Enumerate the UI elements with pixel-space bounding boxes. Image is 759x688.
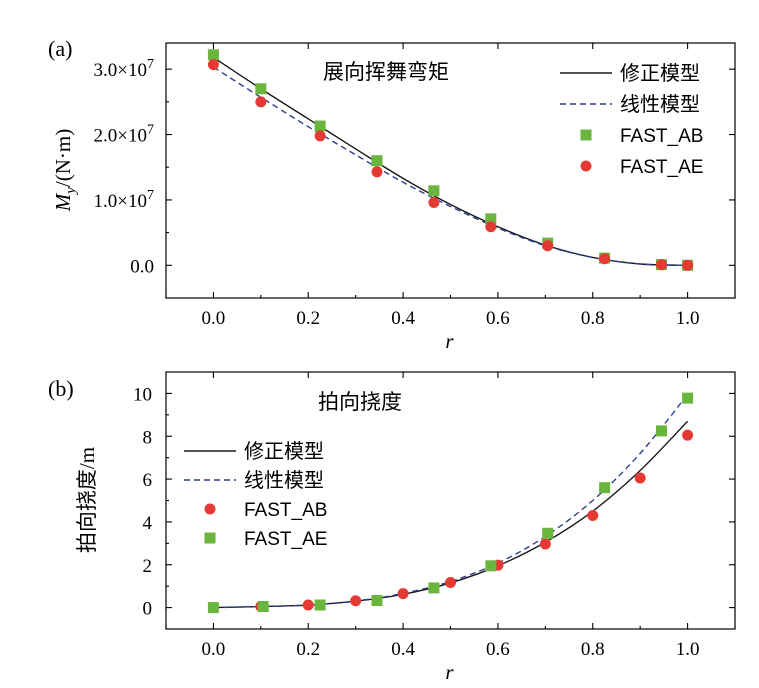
panel-label-b: (b)	[48, 376, 74, 401]
y-tick-label-a: 1.0×107	[94, 188, 154, 212]
y-tick-label-b: 2	[143, 556, 153, 577]
data-point-square-b	[207, 602, 219, 614]
legend-label-b: 线性模型	[244, 468, 324, 492]
x-tick-label-a: 1.0	[676, 308, 700, 329]
data-point-square-b	[599, 482, 611, 494]
y-tick-label-b: 10	[133, 384, 152, 405]
data-point-circle-a	[207, 59, 219, 71]
legend-swatch-circle-a	[580, 160, 592, 172]
data-point-square-b	[314, 599, 326, 611]
legend-swatch-square-b	[204, 532, 216, 544]
y-tick-label-a: 3.0×107	[94, 57, 154, 81]
legend-label-b: FAST_AE	[244, 529, 327, 550]
data-point-square-b	[682, 392, 694, 404]
y-axis-title-b: 拍向挠度/m	[75, 447, 99, 553]
x-tick-label-a: 0.2	[296, 308, 320, 329]
panel-label-a: (a)	[48, 36, 72, 61]
data-point-square-b	[428, 582, 440, 594]
chart-title-b: 拍向挠度	[318, 390, 402, 414]
data-point-circle-b	[539, 538, 551, 550]
x-tick-label-b: 1.0	[676, 639, 700, 660]
data-point-square-b	[485, 560, 497, 572]
data-point-circle-b	[350, 595, 362, 607]
data-point-circle-a	[485, 221, 497, 233]
series-line-linear-model-b	[213, 394, 689, 609]
data-point-circle-a	[682, 259, 694, 271]
data-point-square-a	[428, 185, 440, 197]
data-point-square-b	[542, 527, 554, 539]
data-point-square-a	[255, 83, 267, 95]
panel-b-chart: 0.0 0.2 0.4 0.6 0.8 1.0 0 2 4 6 8 10 r 拍向挠度/m (b) 拍向挠度修…	[48, 371, 736, 684]
x-axis-title-b: r	[445, 660, 454, 684]
x-tick-label-a: 0.4	[391, 308, 415, 329]
legend-label-a: 线性模型	[620, 92, 700, 116]
data-point-circle-a	[542, 240, 554, 252]
chart-title-a: 展向挥舞弯矩	[323, 60, 449, 84]
series-line-linear-model-a	[213, 66, 688, 267]
data-point-circle-b	[587, 509, 599, 521]
data-point-square-b	[257, 601, 269, 613]
data-point-circle-b	[397, 588, 409, 600]
legend-label-b: FAST_AB	[244, 500, 327, 521]
x-tick-label-b: 0.2	[296, 639, 320, 660]
data-point-circle-b	[682, 429, 694, 441]
data-point-square-b	[371, 595, 383, 607]
data-point-square-a	[207, 49, 219, 61]
data-point-circle-b	[445, 577, 456, 589]
data-point-circle-a	[599, 253, 611, 265]
legend-label-a: FAST_AB	[620, 126, 703, 147]
x-tick-label-a: 0.0	[202, 308, 226, 329]
y-tick-label-a: 0.0	[130, 256, 154, 277]
data-point-square-a	[485, 213, 497, 225]
x-tick-label-b: 0.6	[486, 639, 510, 660]
data-point-circle-b	[634, 472, 646, 484]
y-tick-label-a: 2.0×107	[94, 123, 154, 147]
x-tick-label-b: 0.8	[581, 639, 605, 660]
y-tick-label-b: 6	[143, 470, 153, 491]
x-axis-title-a: r	[445, 329, 454, 353]
y-axis-title-a: My/(N·m)	[51, 129, 79, 213]
y-tick-label-b: 8	[143, 427, 153, 448]
y-tick-label-b: 0	[143, 599, 153, 620]
data-point-circle-a	[255, 96, 267, 108]
series-line-modified-model-a	[213, 56, 688, 267]
x-tick-label-b: 0.4	[391, 639, 415, 660]
data-point-square-a	[314, 120, 326, 132]
legend-label-b: 修正模型	[244, 439, 324, 463]
data-point-circle-b	[302, 599, 314, 611]
data-point-circle-a	[371, 166, 383, 178]
legend-swatch-circle-b	[204, 503, 216, 515]
data-point-square-a	[371, 155, 383, 167]
x-tick-label-a: 0.8	[581, 308, 605, 329]
data-point-circle-a	[656, 259, 668, 271]
legend-label-a: 修正模型	[620, 61, 700, 85]
y-tick-label-b: 4	[143, 513, 153, 534]
legend-swatch-square-a	[580, 129, 592, 141]
x-tick-label-a: 0.6	[486, 308, 510, 329]
data-point-circle-a	[428, 197, 440, 209]
legend-label-a: FAST_AE	[620, 157, 703, 178]
data-point-circle-a	[314, 130, 326, 142]
x-tick-label-b: 0.0	[202, 639, 226, 660]
data-point-square-b	[656, 425, 668, 437]
panel-a-chart: 0.0 0.2 0.4 0.6 0.8 1.0 0.0 1.0×107 2.0×107 3.0×1…	[48, 36, 736, 353]
